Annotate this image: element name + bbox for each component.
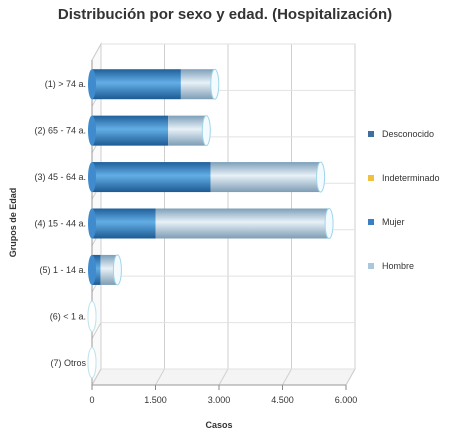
y-tick-label: (3) 45 - 64 a. (34, 172, 86, 182)
bar-cap-right-2 (201, 115, 211, 147)
legend-label-hombre: Hombre (382, 261, 414, 271)
legend-swatch-desconocido (368, 131, 374, 137)
bar-cap-left-1 (88, 69, 96, 100)
labels-layer: 0 1.500 3.000 4.500 6.000 (1) > 74 a. (2) 65 -… (8, 79, 357, 430)
legend-swatch-hombre (368, 263, 374, 269)
bar-cap-right-7 (87, 347, 97, 379)
bar-hombre-3 (210, 162, 321, 193)
x-tick-label: 0 (89, 395, 94, 405)
x-tick-label: 4.500 (271, 395, 294, 405)
x-gridline-floor (155, 368, 165, 386)
y-gridline-side (91, 368, 102, 386)
y-axis-title: Grupos de Edad (8, 188, 18, 258)
bar-cap-left-4 (88, 208, 96, 239)
y-tick-label: (7) Otros (50, 358, 86, 368)
bar-cap-left-2 (88, 115, 96, 146)
legend-label-mujer: Mujer (382, 217, 405, 227)
bar-cap-right-3 (316, 161, 326, 193)
legend-label-indeterminado: Indeterminado (382, 173, 440, 183)
bar-cap-right-6 (87, 300, 97, 332)
bar-mujer-2 (92, 115, 169, 146)
bar-cap-right-5 (112, 254, 122, 286)
bar-cap-right-4 (324, 208, 334, 239)
bar-mujer-5 (92, 254, 101, 285)
y-tick-label: (2) 65 - 74 a. (34, 126, 86, 136)
legend-label-desconocido: Desconocido (382, 129, 434, 139)
x-gridline-floor (218, 368, 229, 386)
legend-swatch-mujer (368, 219, 374, 225)
bar-mujer-4 (92, 208, 156, 239)
x-tick-label: 6.000 (335, 395, 358, 405)
chart-title: Distribución por sexo y edad. (Hospitali… (57, 6, 393, 23)
y-tick-label: (1) > 74 a. (45, 79, 86, 89)
y-tick-label: (5) 1 - 14 a. (39, 265, 86, 275)
bar-hombre-2 (168, 115, 207, 146)
y-tick-label: (6) < 1 a. (50, 311, 86, 321)
bars-layer (87, 68, 334, 379)
legend-swatch-indeterminado (368, 175, 374, 181)
bar-hombre-4 (155, 208, 330, 239)
bar-hombre-5 (100, 254, 118, 285)
x-tick-label: 1.500 (144, 395, 167, 405)
bar-mujer-1 (92, 69, 181, 100)
y-tick-label: (4) 15 - 44 a. (34, 219, 86, 229)
x-gridline-floor (282, 368, 292, 386)
y-gridline-side (91, 322, 102, 339)
x-tick-label: 3.000 (208, 395, 231, 405)
bar-cap-left-5 (88, 254, 96, 285)
bar-cap-left-3 (88, 162, 96, 193)
x-gridline-floor (345, 368, 356, 386)
x-axis-title: Casos (205, 420, 232, 430)
bar-cap-right-1 (210, 68, 220, 100)
legend: Desconocido Indeterminado Mujer Hombre (368, 129, 440, 271)
bar-mujer-3 (92, 162, 211, 193)
bar-hombre-1 (180, 69, 215, 100)
y-gridline-side (91, 43, 102, 61)
